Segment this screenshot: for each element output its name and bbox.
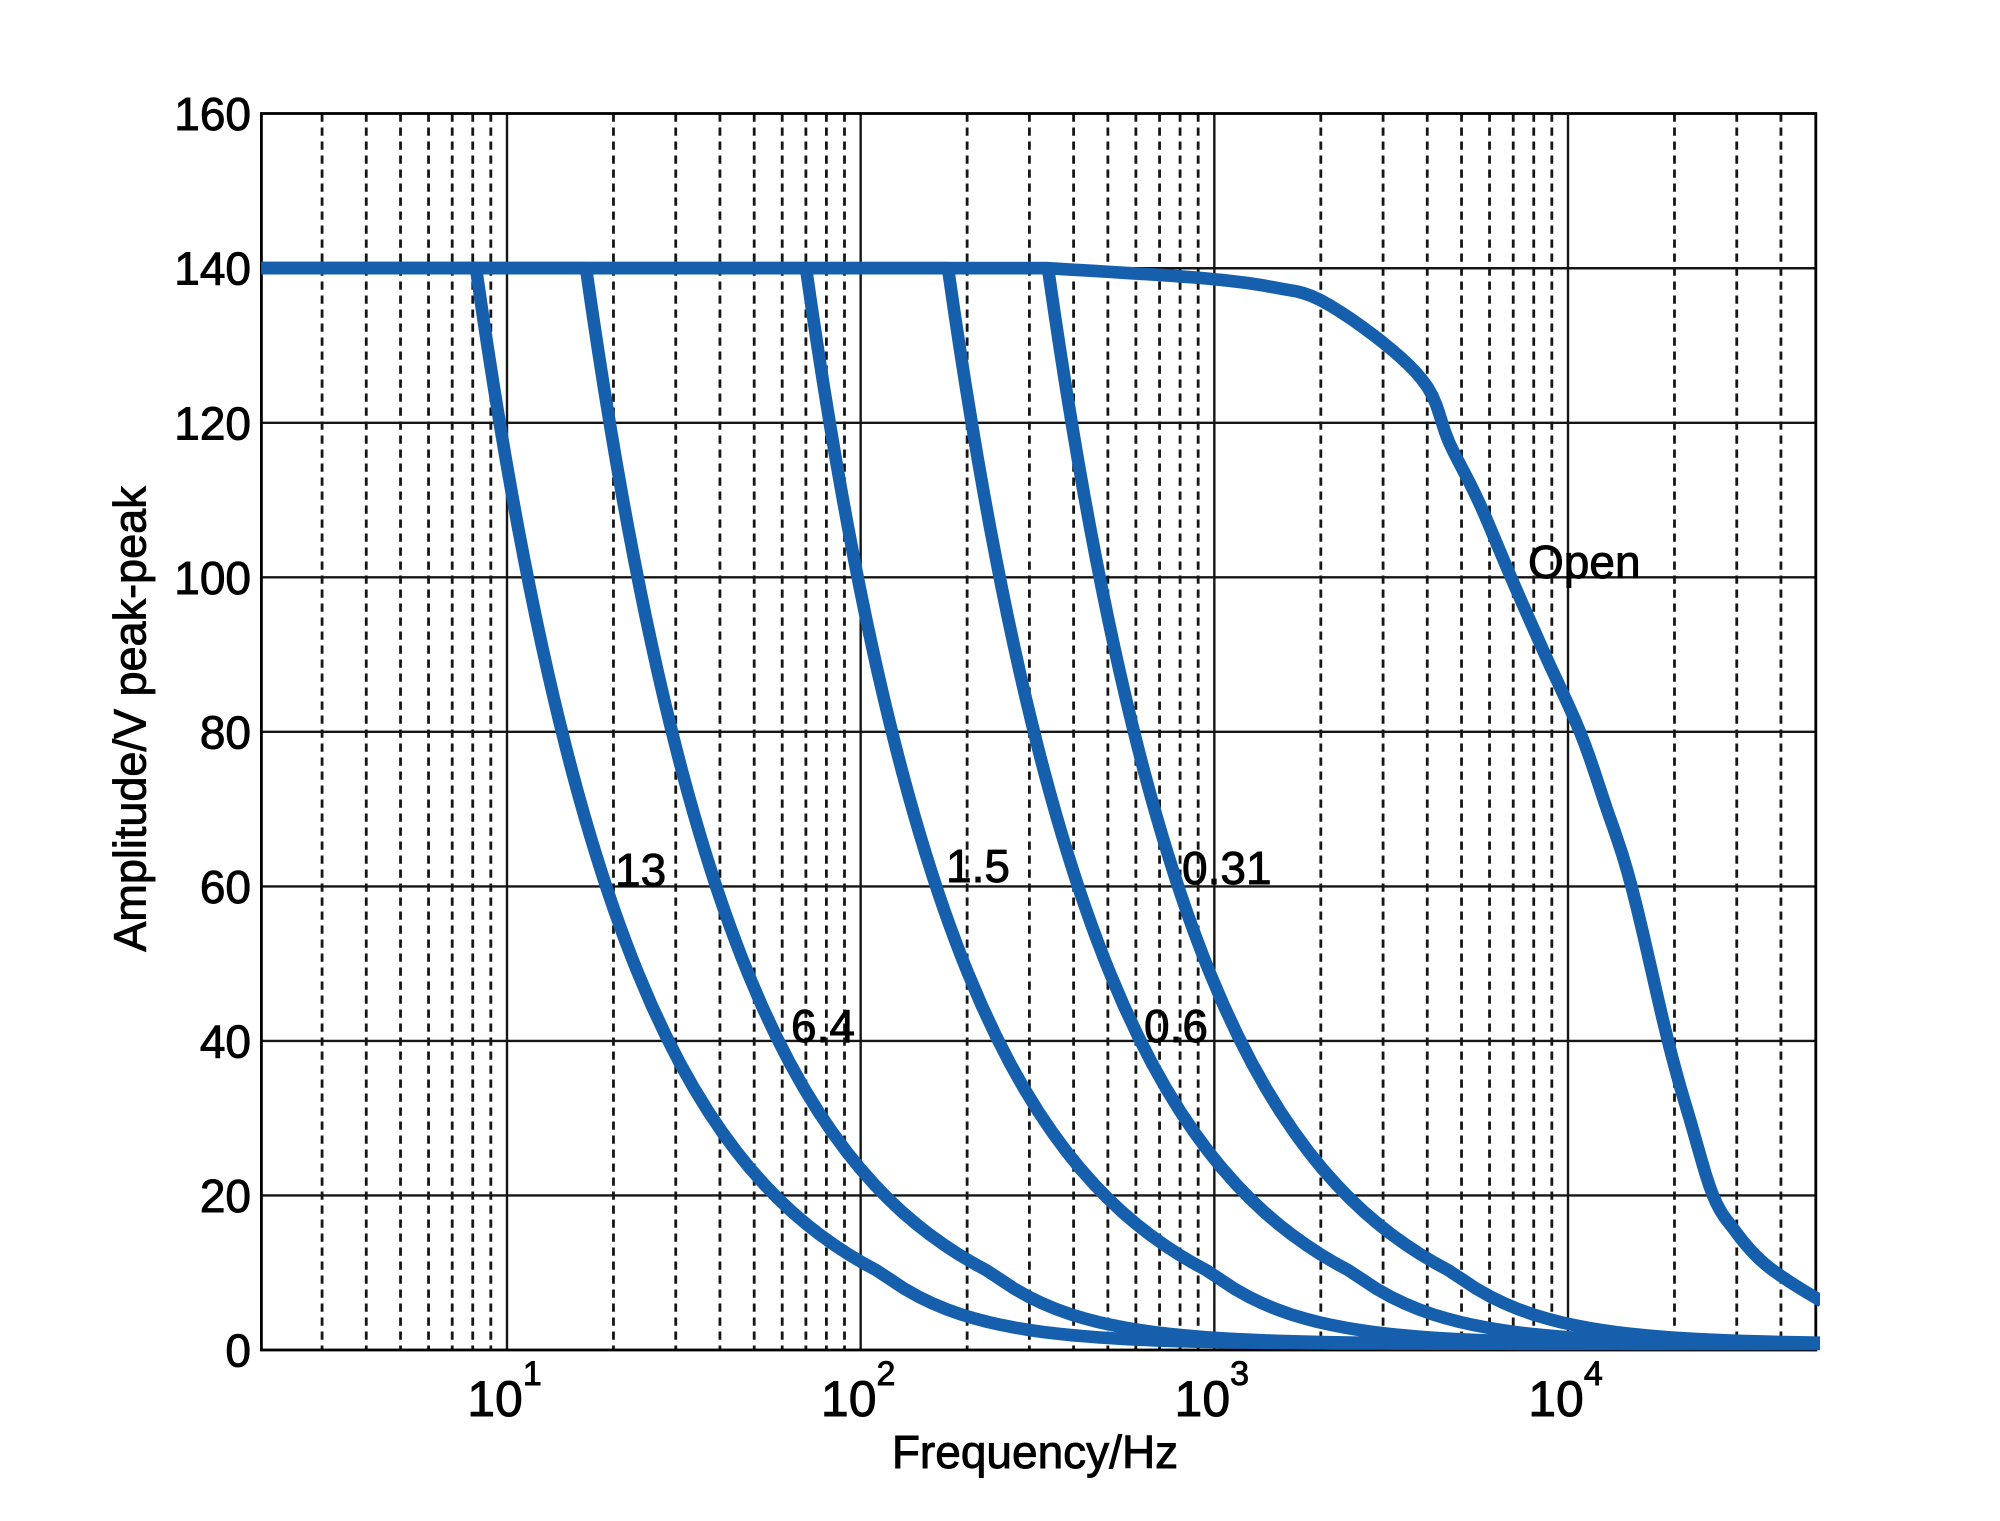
- svg-text:Open: Open: [1528, 536, 1641, 588]
- svg-text:1.5: 1.5: [946, 840, 1010, 892]
- svg-text:120: 120: [174, 397, 251, 449]
- svg-text:Frequency/Hz: Frequency/Hz: [892, 1426, 1178, 1478]
- svg-text:0.31: 0.31: [1182, 842, 1272, 894]
- svg-text:20: 20: [200, 1170, 251, 1222]
- svg-text:40: 40: [200, 1015, 251, 1067]
- svg-text:13: 13: [615, 844, 666, 896]
- svg-text:Amplitude/V peak-peak: Amplitude/V peak-peak: [105, 486, 156, 952]
- svg-text:140: 140: [174, 243, 251, 295]
- svg-text:0: 0: [225, 1325, 251, 1377]
- svg-text:80: 80: [200, 706, 251, 758]
- svg-text:0.6: 0.6: [1144, 1000, 1208, 1052]
- svg-text:160: 160: [174, 88, 251, 140]
- svg-text:100: 100: [174, 552, 251, 604]
- svg-text:6.4: 6.4: [791, 1000, 855, 1052]
- svg-text:60: 60: [200, 861, 251, 913]
